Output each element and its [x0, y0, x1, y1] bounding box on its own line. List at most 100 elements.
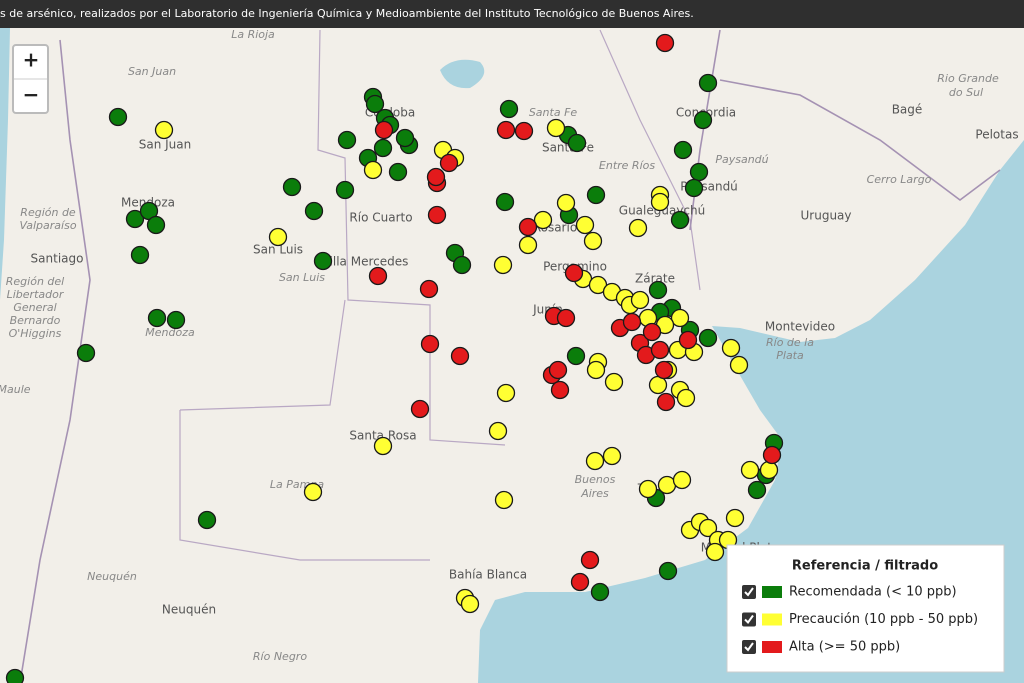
- sample-marker[interactable]: [590, 582, 610, 602]
- sample-marker[interactable]: [602, 446, 622, 466]
- sample-marker[interactable]: [678, 330, 698, 350]
- sample-marker[interactable]: [368, 266, 388, 286]
- sample-marker[interactable]: [146, 215, 166, 235]
- sample-marker[interactable]: [693, 110, 713, 130]
- sample-marker[interactable]: [499, 99, 519, 119]
- sample-marker[interactable]: [650, 192, 670, 212]
- sample-marker[interactable]: [335, 180, 355, 200]
- sample-marker[interactable]: [313, 251, 333, 271]
- sample-marker[interactable]: [762, 445, 782, 465]
- sample-marker[interactable]: [419, 279, 439, 299]
- sample-marker[interactable]: [452, 255, 472, 275]
- sample-marker[interactable]: [566, 346, 586, 366]
- sample-marker[interactable]: [729, 355, 749, 375]
- sample-marker[interactable]: [676, 388, 696, 408]
- sample-marker[interactable]: [604, 372, 624, 392]
- sample-marker[interactable]: [147, 308, 167, 328]
- sample-marker[interactable]: [567, 133, 587, 153]
- sample-marker[interactable]: [672, 470, 692, 490]
- sample-marker[interactable]: [533, 210, 553, 230]
- sample-marker[interactable]: [564, 263, 584, 283]
- sample-marker[interactable]: [759, 460, 779, 480]
- sample-marker[interactable]: [580, 550, 600, 570]
- sample-marker[interactable]: [337, 130, 357, 150]
- sample-marker[interactable]: [628, 218, 648, 238]
- sample-marker[interactable]: [488, 421, 508, 441]
- sample-marker[interactable]: [698, 73, 718, 93]
- sample-marker[interactable]: [670, 308, 690, 328]
- sample-marker[interactable]: [373, 138, 393, 158]
- sample-marker[interactable]: [460, 594, 480, 614]
- sample-marker[interactable]: [550, 380, 570, 400]
- sample-marker[interactable]: [698, 328, 718, 348]
- sample-marker[interactable]: [108, 107, 128, 127]
- sample-marker[interactable]: [450, 346, 470, 366]
- sample-marker[interactable]: [656, 392, 676, 412]
- sample-marker[interactable]: [622, 312, 642, 332]
- zoom-in[interactable]: +: [23, 48, 40, 72]
- sample-marker[interactable]: [642, 322, 662, 342]
- sample-marker[interactable]: [166, 310, 186, 330]
- sample-marker[interactable]: [721, 338, 741, 358]
- sample-marker[interactable]: [427, 205, 447, 225]
- sample-marker[interactable]: [546, 118, 566, 138]
- sample-marker[interactable]: [548, 360, 568, 380]
- legend-checkbox[interactable]: [742, 612, 756, 627]
- sample-marker[interactable]: [655, 33, 675, 53]
- legend-checkbox[interactable]: [742, 585, 756, 599]
- sample-marker[interactable]: [154, 120, 174, 140]
- sample-marker[interactable]: [630, 290, 650, 310]
- sample-marker[interactable]: [570, 572, 590, 592]
- sample-marker[interactable]: [303, 482, 323, 502]
- sample-marker[interactable]: [583, 231, 603, 251]
- sample-marker[interactable]: [130, 245, 150, 265]
- sample-marker[interactable]: [673, 140, 693, 160]
- sample-marker[interactable]: [388, 162, 408, 182]
- sample-marker[interactable]: [496, 383, 516, 403]
- sample-marker[interactable]: [586, 185, 606, 205]
- sample-marker[interactable]: [374, 120, 394, 140]
- sample-marker[interactable]: [5, 668, 25, 683]
- sample-marker[interactable]: [395, 128, 415, 148]
- sample-marker[interactable]: [363, 160, 383, 180]
- sample-marker[interactable]: [585, 451, 605, 471]
- sample-marker[interactable]: [282, 177, 302, 197]
- sample-marker[interactable]: [670, 210, 690, 230]
- sample-marker[interactable]: [365, 94, 385, 114]
- sample-marker[interactable]: [654, 360, 674, 380]
- sample-marker[interactable]: [638, 479, 658, 499]
- sample-marker[interactable]: [197, 510, 217, 530]
- sample-marker[interactable]: [76, 343, 96, 363]
- sample-marker[interactable]: [725, 508, 745, 528]
- sample-marker[interactable]: [268, 227, 288, 247]
- sample-marker[interactable]: [689, 162, 709, 182]
- sample-marker[interactable]: [495, 192, 515, 212]
- sample-marker[interactable]: [514, 121, 534, 141]
- sample-marker[interactable]: [684, 178, 704, 198]
- sample-marker[interactable]: [125, 209, 145, 229]
- sample-marker[interactable]: [518, 217, 538, 237]
- sample-marker[interactable]: [439, 153, 459, 173]
- sample-marker[interactable]: [575, 215, 595, 235]
- sample-marker[interactable]: [496, 120, 516, 140]
- sample-marker[interactable]: [650, 340, 670, 360]
- sample-marker[interactable]: [705, 542, 725, 562]
- sample-marker[interactable]: [586, 360, 606, 380]
- sample-marker[interactable]: [747, 480, 767, 500]
- sample-marker[interactable]: [493, 255, 513, 275]
- sample-marker[interactable]: [658, 561, 678, 581]
- sample-marker[interactable]: [494, 490, 514, 510]
- sample-marker[interactable]: [556, 308, 576, 328]
- sample-marker[interactable]: [740, 460, 760, 480]
- legend-checkbox[interactable]: [742, 640, 756, 654]
- sample-marker[interactable]: [373, 436, 393, 456]
- sample-marker[interactable]: [426, 167, 446, 187]
- sample-marker[interactable]: [420, 334, 440, 354]
- sample-marker[interactable]: [556, 193, 576, 213]
- sample-marker[interactable]: [410, 399, 430, 419]
- sample-marker[interactable]: [648, 280, 668, 300]
- sample-marker[interactable]: [698, 518, 718, 538]
- zoom-out[interactable]: −: [23, 83, 40, 107]
- sample-marker[interactable]: [518, 235, 538, 255]
- sample-marker[interactable]: [304, 201, 324, 221]
